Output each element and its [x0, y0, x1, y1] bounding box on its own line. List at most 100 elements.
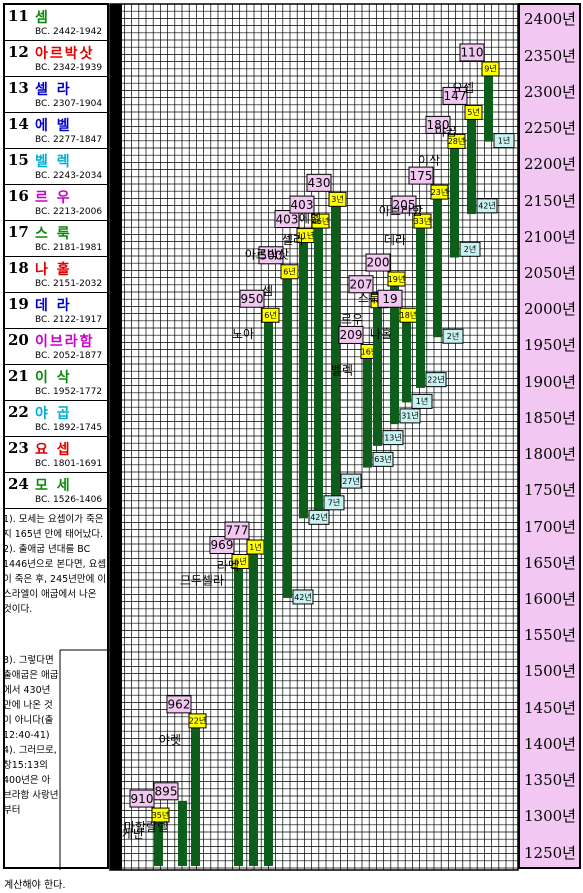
person-name: 나홀: [370, 327, 392, 341]
age-box: [224, 521, 250, 540]
age-box-text: 969: [211, 538, 234, 552]
entry-date: BC. 2307-1904: [35, 99, 103, 109]
age-box-text: 147: [444, 89, 467, 103]
life-box-text: 1년: [416, 396, 428, 406]
age-box-text: 205: [393, 198, 416, 212]
person-name: 에벨: [299, 211, 321, 225]
year-label: 2400년: [524, 10, 576, 29]
gap-box-text: 46년: [312, 216, 330, 226]
notes-text-2: 3). 그렇다면 출애굽은 애굽에서 430년 만에 나온 것이 아니다(출 1…: [3, 655, 59, 816]
entry-number: 12: [8, 43, 29, 61]
year-label: 1800년: [524, 445, 576, 464]
life-box: [425, 372, 447, 388]
age-box-text: 962: [168, 698, 191, 712]
entry-number: 19: [8, 295, 29, 313]
gap-box: [447, 133, 466, 149]
entry-name: 에 벨: [35, 118, 72, 134]
life-box: [340, 473, 362, 489]
entry-date: BC. 2122-1917: [35, 315, 103, 325]
life-box: [308, 509, 330, 525]
entry-15: 15 벨 렉 BC. 2243-2034: [5, 149, 107, 185]
entry-19: 19 데 라 BC. 2122-1917: [5, 293, 107, 329]
year-label: 1750년: [524, 481, 576, 500]
genealogy-list: 11 셈 BC. 2442-1942 12 아르박삿 BC. 2342-1939 13 셀 라…: [3, 3, 109, 869]
entry-date: BC. 2243-2034: [35, 171, 103, 181]
entry-date: BC. 1952-1772: [35, 387, 103, 397]
life-box-text: 27년: [342, 476, 360, 486]
entry-date: BC. 2277-1847: [35, 135, 103, 145]
entry-name: 벨 렉: [35, 154, 72, 170]
lifespan-bar: [299, 228, 308, 519]
age-box: [209, 536, 235, 555]
gap-box: [481, 61, 500, 77]
gap-box: [464, 104, 483, 120]
age-box: [425, 115, 451, 134]
age-box: [239, 289, 265, 308]
age-box: [289, 195, 315, 214]
gap-box-text: 33년: [414, 216, 432, 226]
gap-box-text: 6년: [283, 267, 295, 277]
gap-box-text: 6년: [234, 556, 246, 566]
age-box: [391, 195, 417, 214]
age-box: [153, 782, 179, 801]
person-name: 아르박삿: [245, 248, 289, 262]
year-label: 2150년: [524, 191, 576, 210]
entry-name: 데 라: [35, 298, 72, 314]
entry-12: 12 아르박삿 BC. 2342-1939: [5, 41, 107, 77]
person-name: 벨렉: [331, 363, 353, 377]
lifespan-bar: [450, 134, 459, 258]
gap-box-text: 3년: [331, 194, 343, 204]
entry-number: 21: [8, 367, 29, 385]
life-box: [323, 495, 345, 511]
entry-17: 17 스 룩 BC. 2181-1981: [5, 221, 107, 257]
year-label: 1700년: [524, 517, 576, 536]
year-label: 1650년: [524, 553, 576, 572]
age-box-text: 200: [367, 256, 390, 270]
life-box: [382, 430, 404, 446]
entry-number: 22: [8, 403, 29, 421]
age-box-text: 910: [131, 792, 154, 806]
gap-box-text: 19년: [388, 274, 406, 284]
entry-date: BC. 1892-1745: [35, 423, 103, 433]
age-box: [348, 275, 374, 294]
gap-box-text: 9년: [484, 64, 496, 74]
age-box: [459, 43, 485, 62]
year-label: 1500년: [524, 662, 576, 681]
life-box: [459, 241, 481, 257]
person-name: 요셉: [452, 81, 474, 95]
person-name: 아브라함: [379, 204, 423, 218]
gap-box-text: 1년: [249, 542, 261, 552]
entry-name: 아르박삿: [35, 46, 95, 62]
entry-date: BC. 2151-2032: [35, 279, 103, 289]
entry-number: 13: [8, 79, 29, 97]
life-box-text: 63년: [374, 454, 392, 464]
entry-number: 14: [8, 115, 29, 133]
person-name: 므두셀라: [180, 574, 224, 588]
life-box-text: 42년: [310, 512, 328, 522]
gap-box: [430, 184, 449, 200]
person-name: 스룩: [358, 291, 380, 305]
entry-name: 셀 라: [35, 82, 72, 98]
lifespan-bar: [390, 272, 399, 425]
age-box-text: 180: [427, 118, 450, 132]
gap-box-text: 11년: [297, 230, 315, 240]
year-label: 2100년: [524, 227, 576, 246]
entry-number: 18: [8, 259, 29, 277]
entry-18: 18 나 홀 BC. 2151-2032: [5, 257, 107, 293]
gap-box: [413, 213, 432, 229]
year-label: 1400년: [524, 734, 576, 753]
gap-box: [387, 271, 406, 287]
gap-box-text: 22년: [189, 716, 207, 726]
age-box: [338, 325, 364, 344]
year-label: 1250년: [524, 843, 576, 862]
gap-box-text: 5년: [467, 107, 479, 117]
age-box-text: 403: [276, 212, 299, 226]
life-box: [372, 451, 394, 467]
gap-box-text: 23년: [431, 187, 449, 197]
person-name: 이삭: [418, 153, 440, 167]
entry-name: 스 룩: [35, 226, 72, 242]
entry-20: 20 이브라함 BC. 2052-1877: [5, 329, 107, 365]
gap-box: [328, 191, 347, 207]
age-box: [306, 173, 332, 192]
